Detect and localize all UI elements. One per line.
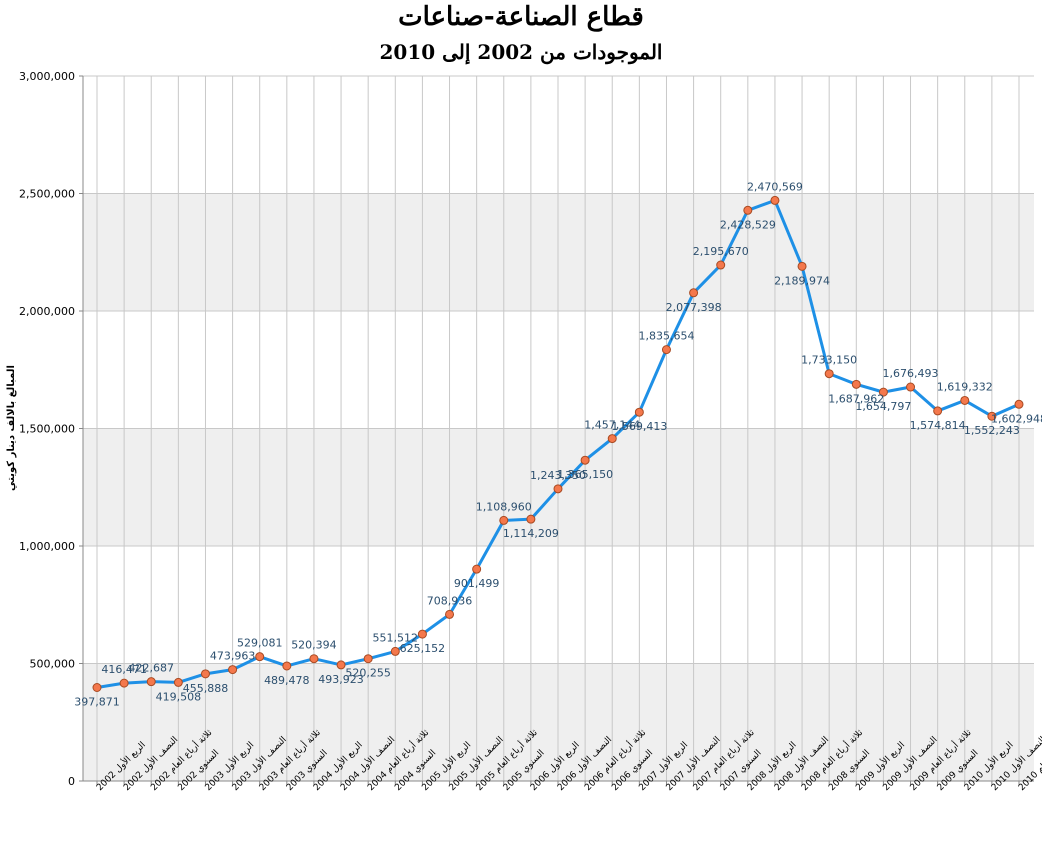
data-label: 1,552,243 <box>964 424 1020 437</box>
data-point <box>173 677 183 687</box>
data-label: 493,923 <box>318 673 364 686</box>
data-label: 1,676,493 <box>883 367 939 380</box>
data-point <box>906 382 916 392</box>
data-label: 1,619,332 <box>937 380 993 393</box>
data-label: 1,569,413 <box>611 420 667 433</box>
data-label: 2,195,670 <box>693 245 749 258</box>
data-label: 1,365,150 <box>557 468 613 481</box>
data-point <box>472 564 482 574</box>
data-point <box>689 288 699 298</box>
data-point <box>92 683 102 693</box>
gridlines <box>83 75 1034 781</box>
data-point <box>119 678 129 688</box>
data-label: 2,077,398 <box>666 301 722 314</box>
data-label: 2,428,529 <box>720 218 776 231</box>
y-tick-labels: 0 500,000 1,000,000 1,500,000 2,000,000 2,500… <box>19 70 83 788</box>
data-point <box>255 652 265 662</box>
data-point <box>282 661 292 671</box>
data-point <box>445 609 455 619</box>
data-label: 1,687,962 <box>828 392 884 405</box>
data-label: 2,189,974 <box>774 274 830 287</box>
data-point <box>336 660 346 670</box>
data-point <box>878 387 888 397</box>
data-label: 1,114,209 <box>503 527 559 540</box>
data-label: 901,499 <box>454 577 500 590</box>
data-point <box>607 434 617 444</box>
data-point <box>499 515 509 525</box>
data-label: 625,152 <box>400 642 446 655</box>
data-label: 419,508 <box>156 690 202 703</box>
data-point <box>960 395 970 405</box>
data-point <box>228 665 238 675</box>
data-label: 2,470,569 <box>747 180 803 193</box>
data-label: 1,602,948 <box>991 412 1042 425</box>
data-point <box>770 195 780 205</box>
data-label: 520,255 <box>345 667 391 680</box>
y-axis-label: المبالغ بالالف دينار كويتي <box>6 365 17 491</box>
data-label: 551,512 <box>373 631 419 644</box>
data-point <box>716 260 726 270</box>
data-label: 397,871 <box>74 696 120 709</box>
data-label: 1,108,960 <box>476 500 532 513</box>
data-point <box>1014 399 1024 409</box>
data-label: 416,471 <box>101 663 147 676</box>
data-label: 708,936 <box>427 594 473 607</box>
data-label: 1,835,654 <box>638 330 694 343</box>
chart-subtitle: الموجودات من 2002 إلى 2010 <box>379 40 663 64</box>
data-point <box>200 669 210 679</box>
data-point <box>824 369 834 379</box>
data-point <box>309 654 319 664</box>
data-point <box>987 411 997 421</box>
y-tick-label: 2,000,000 <box>19 305 75 318</box>
data-point <box>851 379 861 389</box>
data-label: 520,394 <box>291 639 337 652</box>
data-label: 529,081 <box>237 637 283 650</box>
data-point <box>743 205 753 215</box>
data-point <box>661 345 671 355</box>
data-label: 489,478 <box>264 674 310 687</box>
data-label: 455,888 <box>183 682 229 695</box>
y-tick-label: 3,000,000 <box>19 70 75 83</box>
y-tick-label: 1,500,000 <box>19 423 75 436</box>
y-tick-label: 0 <box>68 775 75 788</box>
data-label: 422,687 <box>128 662 174 675</box>
data-point <box>553 484 563 494</box>
data-label: 473,963 <box>210 650 256 663</box>
data-label: 1,733,150 <box>801 354 857 367</box>
data-point <box>797 261 807 271</box>
chart-title: قطاع الصناعة-صناعات <box>398 2 644 32</box>
data-label: 1,654,797 <box>855 400 911 413</box>
data-point <box>580 455 590 465</box>
data-point <box>363 654 373 664</box>
data-point <box>526 514 536 524</box>
data-point <box>634 407 644 417</box>
data-label: 1,574,814 <box>910 419 966 432</box>
data-point <box>417 629 427 639</box>
y-tick-label: 500,000 <box>30 658 76 671</box>
y-tick-label: 1,000,000 <box>19 540 75 553</box>
data-points <box>92 195 1024 693</box>
data-label: 1,243,350 <box>530 469 586 482</box>
data-point <box>933 406 943 416</box>
y-tick-label: 2,500,000 <box>19 188 75 201</box>
data-label: 1,457,144 <box>584 419 640 432</box>
data-point <box>390 646 400 656</box>
data-point <box>146 677 156 687</box>
